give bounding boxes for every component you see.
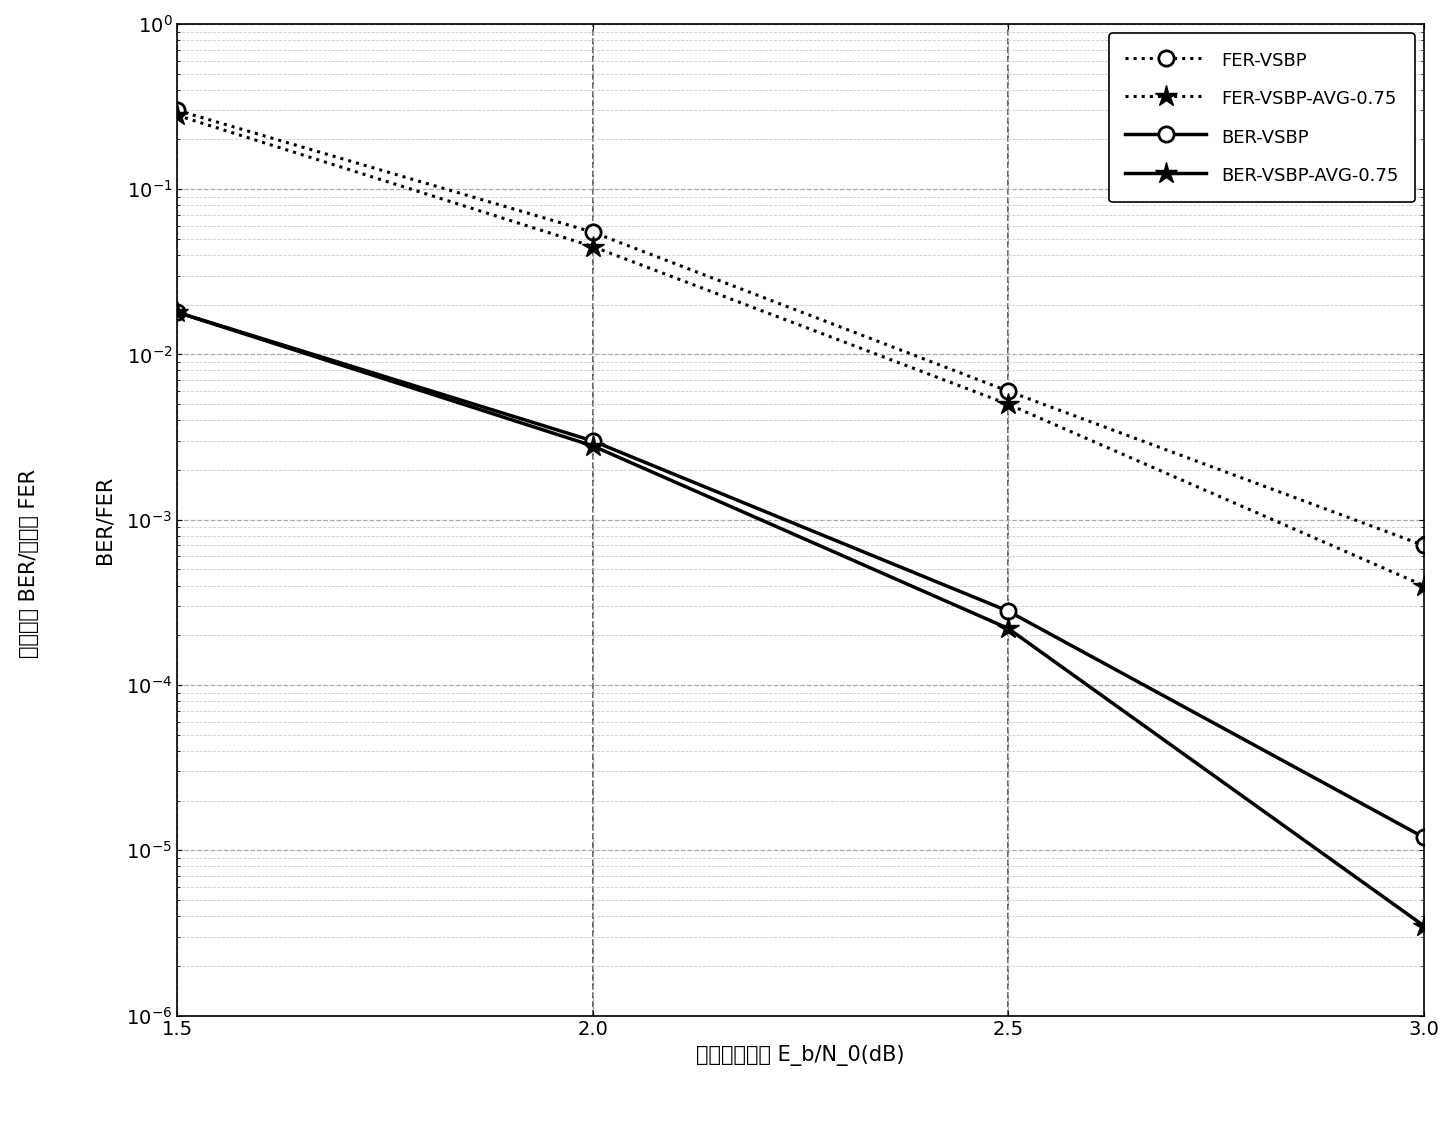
Legend: FER-VSBP, FER-VSBP-AVG-0.75, BER-VSBP, BER-VSBP-AVG-0.75: FER-VSBP, FER-VSBP-AVG-0.75, BER-VSBP, B… (1109, 33, 1415, 203)
BER-VSBP (169, 305, 186, 319)
Line: BER-VSBP: BER-VSBP (170, 305, 1431, 844)
BER-VSBP-AVG-0.75 (999, 622, 1016, 635)
FER-VSBP-AVG-0.75 (999, 397, 1016, 411)
FER-VSBP (585, 225, 602, 239)
FER-VSBP (999, 384, 1016, 397)
FER-VSBP (169, 104, 186, 117)
Text: 误比特率 BER/误帧率 FER: 误比特率 BER/误帧率 FER (19, 468, 39, 658)
Line: BER-VSBP-AVG-0.75: BER-VSBP-AVG-0.75 (166, 301, 1435, 937)
FER-VSBP-AVG-0.75 (1415, 579, 1432, 592)
FER-VSBP (1415, 538, 1432, 552)
BER-VSBP (1415, 831, 1432, 844)
Y-axis label: BER/FER: BER/FER (95, 475, 115, 564)
BER-VSBP (585, 435, 602, 448)
FER-VSBP-AVG-0.75 (585, 240, 602, 253)
BER-VSBP-AVG-0.75 (585, 439, 602, 453)
X-axis label: 归一化信噪比 E_b/N_0(dB): 归一化信噪比 E_b/N_0(dB) (696, 1045, 904, 1066)
FER-VSBP-AVG-0.75 (169, 108, 186, 122)
BER-VSBP (999, 605, 1016, 618)
BER-VSBP-AVG-0.75 (1415, 919, 1432, 932)
Line: FER-VSBP-AVG-0.75: FER-VSBP-AVG-0.75 (166, 105, 1435, 597)
BER-VSBP-AVG-0.75 (169, 305, 186, 319)
Line: FER-VSBP: FER-VSBP (170, 102, 1431, 553)
